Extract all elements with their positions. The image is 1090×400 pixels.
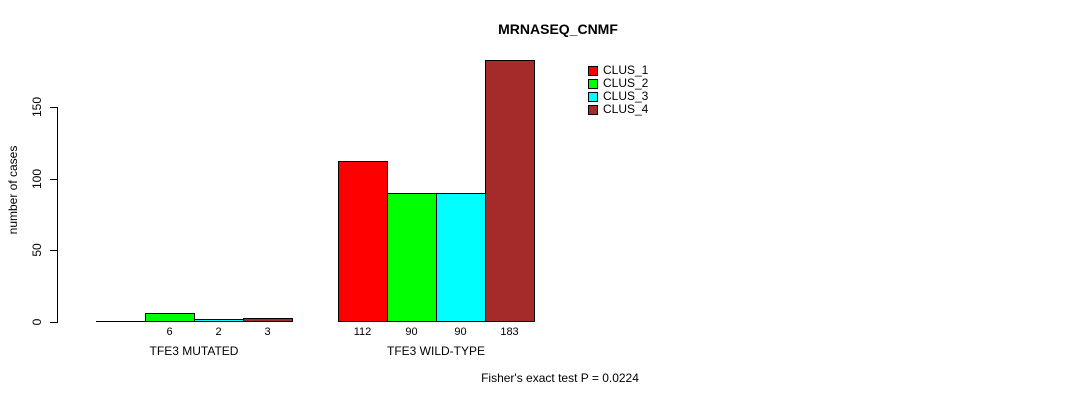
y-tick-mark bbox=[50, 250, 58, 252]
y-tick-mark bbox=[50, 178, 58, 180]
bar-clus_4 bbox=[243, 317, 293, 322]
legend-row-clus_4: CLUS_4 bbox=[588, 103, 648, 116]
bar-value-label: 90 bbox=[405, 326, 418, 338]
legend-label: CLUS_2 bbox=[603, 76, 649, 90]
chart-title: MRNASEQ_CNMF bbox=[498, 21, 618, 37]
legend-swatch-icon bbox=[588, 91, 598, 102]
y-tick-mark bbox=[50, 107, 58, 108]
legend-row-clus_2: CLUS_2 bbox=[588, 77, 648, 90]
y-tick-label: 50 bbox=[30, 243, 44, 258]
y-tick-mark bbox=[50, 322, 58, 323]
bar-value-label: 112 bbox=[353, 326, 372, 338]
bar-clus_1 bbox=[338, 161, 388, 322]
y-tick-label: 150 bbox=[30, 96, 44, 118]
y-tick-label: 100 bbox=[30, 168, 44, 189]
bar-clus_3 bbox=[194, 319, 244, 322]
bar-value-label: 3 bbox=[264, 326, 271, 338]
legend-swatch-icon bbox=[588, 65, 598, 76]
legend-label: CLUS_3 bbox=[603, 89, 649, 103]
legend-label: CLUS_4 bbox=[603, 102, 649, 116]
bar-clus_2 bbox=[387, 193, 437, 322]
group-label-1: TFE3 WILD-TYPE bbox=[386, 344, 486, 358]
y-axis-label: number of cases bbox=[6, 145, 20, 235]
legend-row-clus_3: CLUS_3 bbox=[588, 90, 648, 103]
bar-value-label: 2 bbox=[215, 326, 222, 338]
bar-clus_3 bbox=[436, 193, 486, 322]
y-axis-line bbox=[57, 107, 58, 323]
legend-swatch-icon bbox=[588, 78, 598, 89]
legend-row-clus_1: CLUS_1 bbox=[588, 64, 648, 77]
bar-value-label: 6 bbox=[166, 326, 173, 338]
legend-swatch-icon bbox=[588, 104, 598, 115]
group-label-0: TFE3 MUTATED bbox=[149, 344, 239, 358]
legend-label: CLUS_1 bbox=[603, 63, 649, 77]
bar-clus_1-zero bbox=[96, 321, 146, 322]
bar-value-label: 90 bbox=[454, 326, 467, 338]
fisher-test-annotation: Fisher's exact test P = 0.0224 bbox=[481, 371, 639, 385]
y-tick-label: 0 bbox=[30, 318, 44, 326]
bar-clus_4 bbox=[485, 59, 535, 322]
bar-value-label: 183 bbox=[500, 326, 519, 338]
legend: CLUS_1 CLUS_2 CLUS_3 CLUS_4 bbox=[588, 64, 648, 116]
bar-clus_2 bbox=[145, 313, 195, 322]
